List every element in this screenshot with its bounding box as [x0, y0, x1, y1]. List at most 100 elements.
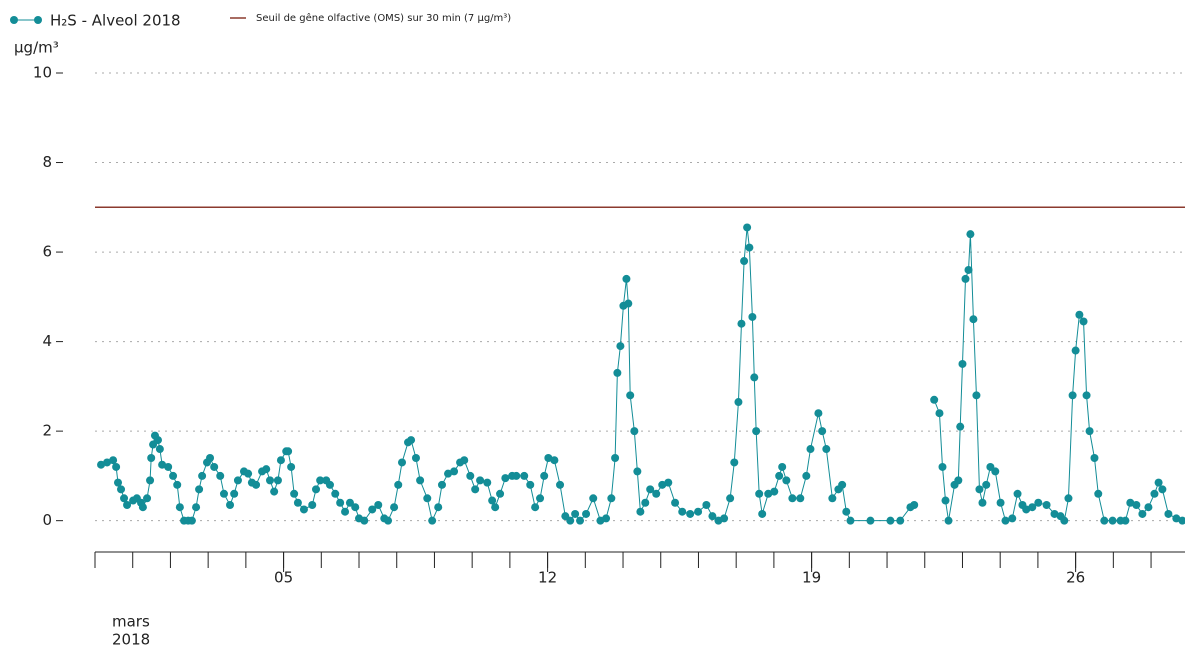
- data-point: [658, 480, 667, 489]
- data-point: [175, 503, 184, 512]
- data-point: [613, 368, 622, 377]
- legend-label: Seuil de gêne olfactive (OMS) sur 30 min…: [256, 12, 511, 24]
- data-point: [1071, 346, 1080, 355]
- data-point: [1064, 494, 1073, 503]
- data-point: [1090, 453, 1099, 462]
- data-point: [273, 476, 282, 485]
- x-tick-label: 12: [538, 569, 557, 587]
- data-point: [233, 476, 242, 485]
- data-point: [737, 319, 746, 328]
- data-point: [444, 469, 453, 478]
- data-point: [1164, 509, 1173, 518]
- date-label: mars: [112, 613, 150, 631]
- data-point: [652, 489, 661, 498]
- data-point: [1082, 391, 1091, 400]
- data-point: [450, 467, 459, 476]
- data-point: [576, 516, 585, 525]
- data-point: [1042, 500, 1051, 509]
- data-point: [520, 471, 529, 480]
- data-point: [1022, 505, 1031, 514]
- data-point: [969, 315, 978, 324]
- data-point: [544, 453, 553, 462]
- data-point: [1060, 516, 1069, 525]
- data-point: [1001, 516, 1010, 525]
- data-point: [726, 494, 735, 503]
- data-point: [1158, 485, 1167, 494]
- data-point: [954, 476, 963, 485]
- data-point: [846, 516, 855, 525]
- data-point: [123, 500, 132, 509]
- data-point: [488, 496, 497, 505]
- data-point: [117, 485, 126, 494]
- data-point: [938, 462, 947, 471]
- y-tick-label: 4: [42, 332, 52, 350]
- data-point: [384, 516, 393, 525]
- data-point: [1126, 498, 1135, 507]
- data-point: [636, 507, 645, 516]
- legend-label: H₂S - Alveol 2018: [50, 12, 181, 30]
- data-point: [147, 453, 156, 462]
- y-tick-label: 2: [42, 422, 52, 440]
- data-point: [956, 422, 965, 431]
- data-point: [796, 494, 805, 503]
- data-point: [838, 480, 847, 489]
- data-point: [192, 503, 201, 512]
- data-point: [1075, 310, 1084, 319]
- data-point: [788, 494, 797, 503]
- data-point: [345, 498, 354, 507]
- data-point: [694, 507, 703, 516]
- data-point: [360, 516, 369, 525]
- data-point: [531, 503, 540, 512]
- data-point: [1154, 478, 1163, 487]
- data-point: [1172, 514, 1181, 523]
- legend-swatch: [34, 16, 42, 24]
- data-point: [428, 516, 437, 525]
- data-point: [678, 507, 687, 516]
- data-point: [351, 503, 360, 512]
- data-point: [930, 395, 939, 404]
- data-point: [1013, 489, 1022, 498]
- data-point: [686, 509, 695, 518]
- data-point: [896, 516, 905, 525]
- data-point: [991, 467, 1000, 476]
- data-point: [540, 471, 549, 480]
- data-point: [1108, 516, 1117, 525]
- data-point: [1121, 516, 1130, 525]
- data-point: [975, 485, 984, 494]
- data-point: [536, 494, 545, 503]
- data-point: [1034, 498, 1043, 507]
- data-point: [624, 299, 633, 308]
- data-point: [164, 462, 173, 471]
- data-point: [782, 476, 791, 485]
- data-point: [571, 509, 580, 518]
- data-point: [1178, 516, 1185, 525]
- data-point: [822, 445, 831, 454]
- data-point: [195, 485, 204, 494]
- data-point: [299, 505, 308, 514]
- data-point: [720, 514, 729, 523]
- data-point: [398, 458, 407, 467]
- data-point: [814, 409, 823, 418]
- data-point: [910, 500, 919, 509]
- data-point: [630, 427, 639, 436]
- data-point: [491, 503, 500, 512]
- data-point: [262, 465, 271, 474]
- data-point: [886, 516, 895, 525]
- data-point: [802, 471, 811, 480]
- data-point: [616, 342, 625, 351]
- y-axis-label: µg/m³: [14, 39, 59, 57]
- data-point: [143, 494, 152, 503]
- data-point: [611, 453, 620, 462]
- y-tick-label: 6: [42, 243, 52, 261]
- data-point: [556, 480, 565, 489]
- data-point: [501, 474, 510, 483]
- data-point: [266, 476, 275, 485]
- data-point: [423, 494, 432, 503]
- data-point: [290, 489, 299, 498]
- data-point: [312, 485, 321, 494]
- data-point: [496, 489, 505, 498]
- data-point: [114, 478, 123, 487]
- data-point: [308, 500, 317, 509]
